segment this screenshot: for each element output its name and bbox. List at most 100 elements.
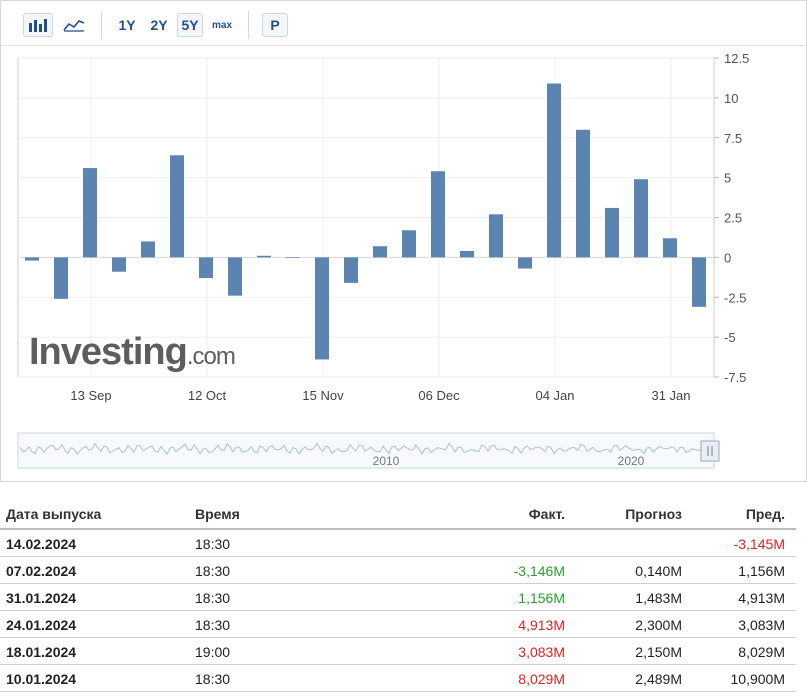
row-previous: 4,913M xyxy=(738,590,785,606)
row-time: 18:30 xyxy=(195,563,231,579)
row-previous: 8,029M xyxy=(738,644,785,660)
table-row: 18.01.2024 19:00 3,083M 2,150M 8,029M xyxy=(0,638,807,665)
row-actual: 3,083M xyxy=(518,644,565,660)
x-tick-label: 06 Dec xyxy=(418,388,460,403)
row-divider xyxy=(0,583,796,584)
table-row: 14.02.2024 18:30 -3,145M xyxy=(0,530,807,557)
row-time: 18:30 xyxy=(195,671,231,687)
range-5y-button[interactable]: 5Y xyxy=(177,13,203,37)
chart-bar xyxy=(402,230,416,258)
row-divider xyxy=(0,691,796,692)
bar-chart-type-button[interactable] xyxy=(23,13,53,37)
row-date: 24.01.2024 xyxy=(6,617,77,633)
navigator-handle[interactable] xyxy=(700,440,720,462)
row-forecast: 2,150M xyxy=(635,644,682,660)
chart-bar xyxy=(257,255,271,258)
row-previous: 10,900M xyxy=(730,671,785,687)
chart-bar xyxy=(170,155,184,258)
chart-bar xyxy=(634,179,648,258)
row-actual: 8,029M xyxy=(518,671,565,687)
navigator-series-line xyxy=(19,442,711,456)
y-tick-label: 0 xyxy=(724,250,731,265)
chart-bar xyxy=(547,83,561,258)
header-time: Время xyxy=(195,506,240,522)
range-navigator: 2010 2020 xyxy=(17,432,720,469)
range-max-button[interactable]: max xyxy=(211,19,232,31)
x-tick-label: 12 Oct xyxy=(188,388,227,403)
row-forecast: 2,489M xyxy=(635,671,682,687)
chart-bar xyxy=(112,257,126,272)
header-divider xyxy=(0,528,796,530)
chart-bar xyxy=(518,257,532,269)
table-header-row: Дата выпуска Время Факт. Прогноз Пред. xyxy=(0,500,807,527)
row-divider xyxy=(0,556,796,557)
navigator-year-label: 2020 xyxy=(618,454,645,468)
chart-bar xyxy=(460,250,474,258)
x-tick-label: 04 Jan xyxy=(535,388,574,403)
row-actual: -3,146M xyxy=(513,563,565,579)
y-tick-label: 7.5 xyxy=(724,131,742,146)
chart-bar xyxy=(692,257,706,307)
chart-bar xyxy=(344,257,358,283)
x-tick-label: 31 Jan xyxy=(651,388,690,403)
chart-bar xyxy=(199,257,213,279)
row-actual: 1,156M xyxy=(518,590,565,606)
chart-bar xyxy=(663,238,677,258)
bar-chart-icon xyxy=(29,19,47,32)
y-tick-label: -5 xyxy=(724,330,736,345)
investing-logo-watermark: Investing.com xyxy=(29,331,235,373)
header-date: Дата выпуска xyxy=(6,506,102,522)
navigator-year-label: 2010 xyxy=(373,454,400,468)
chart-bar xyxy=(141,241,155,258)
row-forecast: 0,140M xyxy=(635,563,682,579)
line-chart-type-button[interactable] xyxy=(59,13,89,37)
chart-panel: 1Y 2Y 5Y max P 12.5 10 7.5 5 2.5 0 -2.5 -5 -7.5 1… xyxy=(0,0,807,482)
y-tick-label: -7.5 xyxy=(724,370,746,385)
row-forecast: 2,300M xyxy=(635,617,682,633)
chart-bar xyxy=(54,257,68,299)
row-divider xyxy=(0,637,796,638)
row-date: 31.01.2024 xyxy=(6,590,77,606)
chart-bar xyxy=(83,168,97,258)
row-previous: 3,083M xyxy=(738,617,785,633)
header-actual: Факт. xyxy=(528,506,565,522)
y-tick-label: 12.5 xyxy=(724,51,749,66)
toolbar-divider xyxy=(248,11,249,39)
chart-bar xyxy=(286,257,300,258)
row-time: 18:30 xyxy=(195,536,231,552)
table-row: 24.01.2024 18:30 4,913M 2,300M 3,083M xyxy=(0,611,807,638)
row-forecast: 1,483M xyxy=(635,590,682,606)
range-1y-button[interactable]: 1Y xyxy=(118,17,136,33)
table-row: 10.01.2024 18:30 8,029M 2,489M 10,900M xyxy=(0,665,807,692)
chart-toolbar: 1Y 2Y 5Y max P xyxy=(1,1,806,46)
p-button[interactable]: P xyxy=(262,13,288,37)
header-forecast: Прогноз xyxy=(625,506,682,522)
chart-bar xyxy=(228,257,242,296)
table-row: 07.02.2024 18:30 -3,146M 0,140M 1,156M xyxy=(0,557,807,584)
row-date: 14.02.2024 xyxy=(6,536,77,552)
area-chart-icon xyxy=(63,20,85,32)
y-tick-label: -2.5 xyxy=(724,290,746,305)
row-date: 10.01.2024 xyxy=(6,671,77,687)
toolbar-divider xyxy=(101,11,102,39)
row-time: 19:00 xyxy=(195,644,231,660)
row-actual: 4,913M xyxy=(518,617,565,633)
chart-bar xyxy=(315,257,329,360)
chart-bar xyxy=(431,171,445,258)
y-tick-label: 10 xyxy=(724,91,738,106)
chart-bar xyxy=(489,214,503,258)
x-tick-label: 13 Sep xyxy=(70,388,111,403)
row-time: 18:30 xyxy=(195,590,231,606)
bar-chart: 12.5 10 7.5 5 2.5 0 -2.5 -5 -7.5 13 Sep 12 Oct 15 N… xyxy=(17,51,749,469)
chart-bar xyxy=(605,207,619,258)
y-tick-label: 5 xyxy=(724,171,731,186)
table-row: 31.01.2024 18:30 1,156M 1,483M 4,913M xyxy=(0,584,807,611)
range-2y-button[interactable]: 2Y xyxy=(150,17,168,33)
row-divider xyxy=(0,664,796,665)
row-previous: 1,156M xyxy=(738,563,785,579)
row-date: 07.02.2024 xyxy=(6,563,77,579)
row-time: 18:30 xyxy=(195,617,231,633)
chart-bar xyxy=(576,129,590,258)
chart-bar xyxy=(373,246,387,258)
header-previous: Пред. xyxy=(745,506,785,522)
